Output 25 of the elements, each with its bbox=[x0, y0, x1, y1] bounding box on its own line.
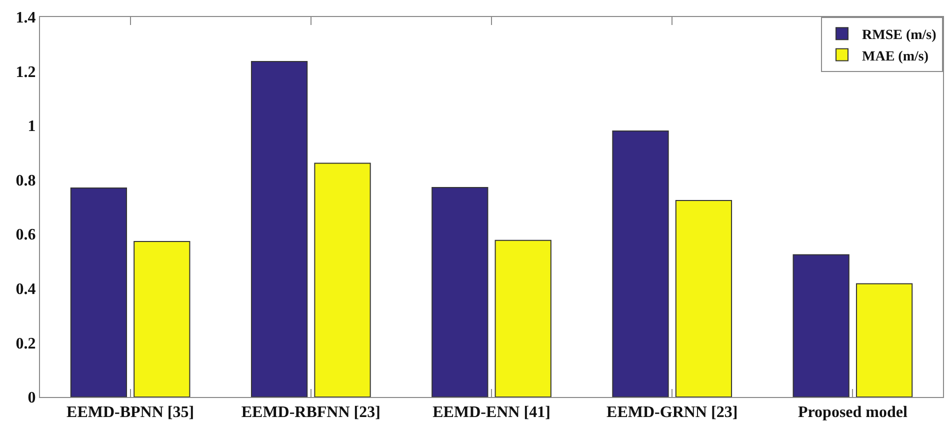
bar bbox=[494, 240, 552, 397]
x-tick-label: EEMD-BPNN [35] bbox=[66, 404, 194, 422]
y-tick-label: 0.6 bbox=[16, 226, 36, 244]
bar bbox=[675, 200, 732, 397]
bar bbox=[134, 240, 190, 397]
legend-label: RMSE (m/s) bbox=[862, 28, 937, 44]
x-tick-label: Proposed model bbox=[798, 404, 908, 422]
y-tick-label: 1.4 bbox=[16, 10, 36, 27]
bar bbox=[432, 186, 488, 397]
bar bbox=[612, 130, 669, 397]
bar bbox=[856, 283, 913, 397]
bar bbox=[250, 61, 308, 397]
y-tick-label: 1 bbox=[28, 118, 36, 136]
y-tick-label: 0.2 bbox=[16, 335, 36, 352]
x-tick-label: EEMD-RBFNN [23] bbox=[241, 404, 380, 422]
y-tick-label: 0 bbox=[28, 390, 36, 407]
y-tick-label: 1.2 bbox=[16, 64, 36, 81]
bar bbox=[792, 254, 850, 397]
y-tick-label: 0.8 bbox=[16, 172, 36, 190]
bar bbox=[70, 188, 128, 397]
x-tick-label: EEMD-ENN [41] bbox=[432, 404, 550, 422]
y-tick-label: 0.4 bbox=[16, 281, 36, 298]
x-tick-label: EEMD-GRNN [23] bbox=[606, 404, 738, 422]
bar bbox=[314, 162, 371, 397]
legend-label: MAE (m/s) bbox=[862, 49, 929, 64]
